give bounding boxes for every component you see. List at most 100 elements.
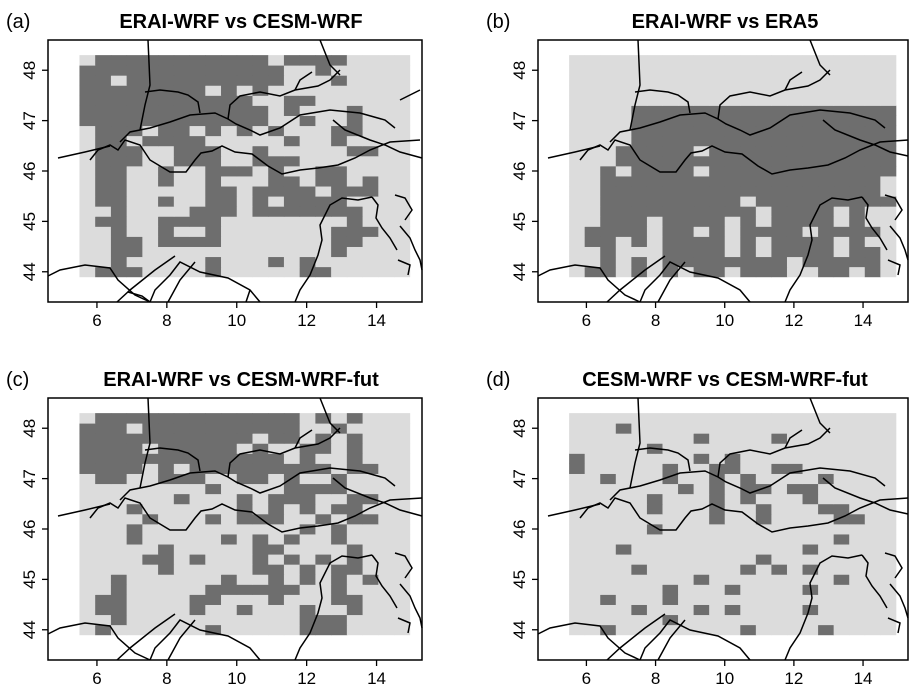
grid-cell: [646, 176, 663, 187]
grid-cell: [126, 256, 143, 268]
grid-cell: [880, 433, 897, 444]
grid-cell: [126, 95, 143, 106]
grid-cell: [849, 186, 866, 197]
grid-cell: [315, 55, 332, 66]
grid-cell: [709, 65, 726, 76]
grid-cell: [849, 423, 866, 434]
grid-cell: [346, 65, 363, 76]
grid-cell: [724, 453, 741, 464]
grid-cell: [221, 493, 238, 505]
grid-cell: [600, 423, 617, 434]
grid-cell: [142, 186, 159, 197]
grid-cell: [173, 176, 190, 187]
y-tick-label: 44: [510, 620, 529, 639]
grid-cell: [693, 246, 710, 258]
grid-cell: [724, 604, 741, 616]
grid-cell: [646, 65, 663, 76]
grid-cell: [268, 413, 285, 424]
grid-cell: [95, 75, 112, 86]
grid-cell: [631, 534, 648, 545]
y-tick-label: 46: [20, 162, 39, 181]
grid-cell: [662, 413, 679, 424]
grid-cell: [615, 206, 632, 217]
grid-cell: [205, 624, 222, 636]
grid-cell: [126, 85, 143, 96]
grid-cell: [205, 155, 222, 167]
grid-cell: [631, 196, 648, 207]
grid-cell: [252, 145, 269, 157]
grid-cell: [678, 216, 695, 227]
grid-cell: [755, 55, 772, 66]
grid-cell: [189, 423, 206, 434]
grid-cell: [693, 453, 710, 464]
grid-cell: [158, 155, 175, 167]
grid-cell: [394, 55, 411, 66]
grid-cell: [740, 196, 757, 207]
grid-cell: [394, 624, 411, 636]
grid-cell: [173, 85, 190, 96]
grid-cell: [378, 513, 395, 525]
grid-cell: [299, 453, 316, 464]
grid-cell: [236, 614, 253, 626]
grid-cell: [646, 216, 663, 227]
grid-cell: [864, 176, 881, 187]
grid-cell: [755, 463, 772, 474]
grid-cell: [346, 513, 363, 525]
grid-cell: [236, 55, 253, 66]
grid-cell: [755, 604, 772, 616]
grid-cell: [880, 534, 897, 545]
grid-cell: [771, 266, 788, 278]
grid-cell: [331, 176, 348, 187]
grid-cell: [849, 226, 866, 237]
grid-cell: [268, 95, 285, 106]
grid-cell: [205, 443, 222, 454]
grid-cell: [268, 614, 285, 626]
grid-cell: [569, 433, 586, 444]
grid-cell: [158, 105, 175, 116]
grid-cell: [205, 614, 222, 626]
grid-cell: [740, 584, 757, 595]
grid-cell: [584, 624, 601, 636]
x-tick-label: 6: [92, 669, 101, 688]
grid-cell: [268, 256, 285, 268]
grid-cell: [584, 165, 601, 177]
grid-cell: [662, 483, 679, 495]
grid-cell: [864, 594, 881, 605]
grid-cell: [771, 125, 788, 137]
grid-cell: [315, 115, 332, 127]
grid-cell: [786, 55, 803, 66]
grid-cell: [615, 463, 632, 474]
grid-cell: [693, 513, 710, 525]
grid-cell: [740, 473, 757, 485]
grid-cell: [631, 614, 648, 626]
grid-cell: [584, 186, 601, 197]
grid-cell: [678, 443, 695, 454]
grid-cell: [786, 155, 803, 167]
grid-cell: [693, 544, 710, 555]
panel-a: (a) ERAI-WRF vs CESM-WRF: [6, 11, 423, 330]
grid-cell: [283, 266, 301, 278]
grid-cell: [818, 266, 835, 278]
grid-cell: [79, 75, 96, 86]
grid-cell: [662, 544, 679, 555]
grid-cell: [724, 493, 741, 505]
grid-cell: [849, 604, 866, 616]
grid-cell: [849, 443, 866, 454]
grid-cell: [631, 513, 648, 525]
grid-cell: [236, 604, 253, 616]
grid-cell: [158, 544, 175, 555]
grid-cell: [268, 135, 285, 147]
grid-cell: [142, 604, 159, 616]
grid-cell: [173, 463, 190, 474]
grid-cell: [818, 564, 835, 575]
grid-cell: [331, 165, 348, 177]
grid-cell: [268, 443, 285, 454]
grid-cell: [709, 433, 726, 444]
grid-cell: [173, 554, 190, 565]
grid-cell: [662, 574, 679, 585]
grid-cell: [221, 196, 238, 207]
grid-cell: [173, 256, 190, 268]
grid-cell: [771, 513, 788, 525]
grid-cell: [755, 196, 772, 207]
